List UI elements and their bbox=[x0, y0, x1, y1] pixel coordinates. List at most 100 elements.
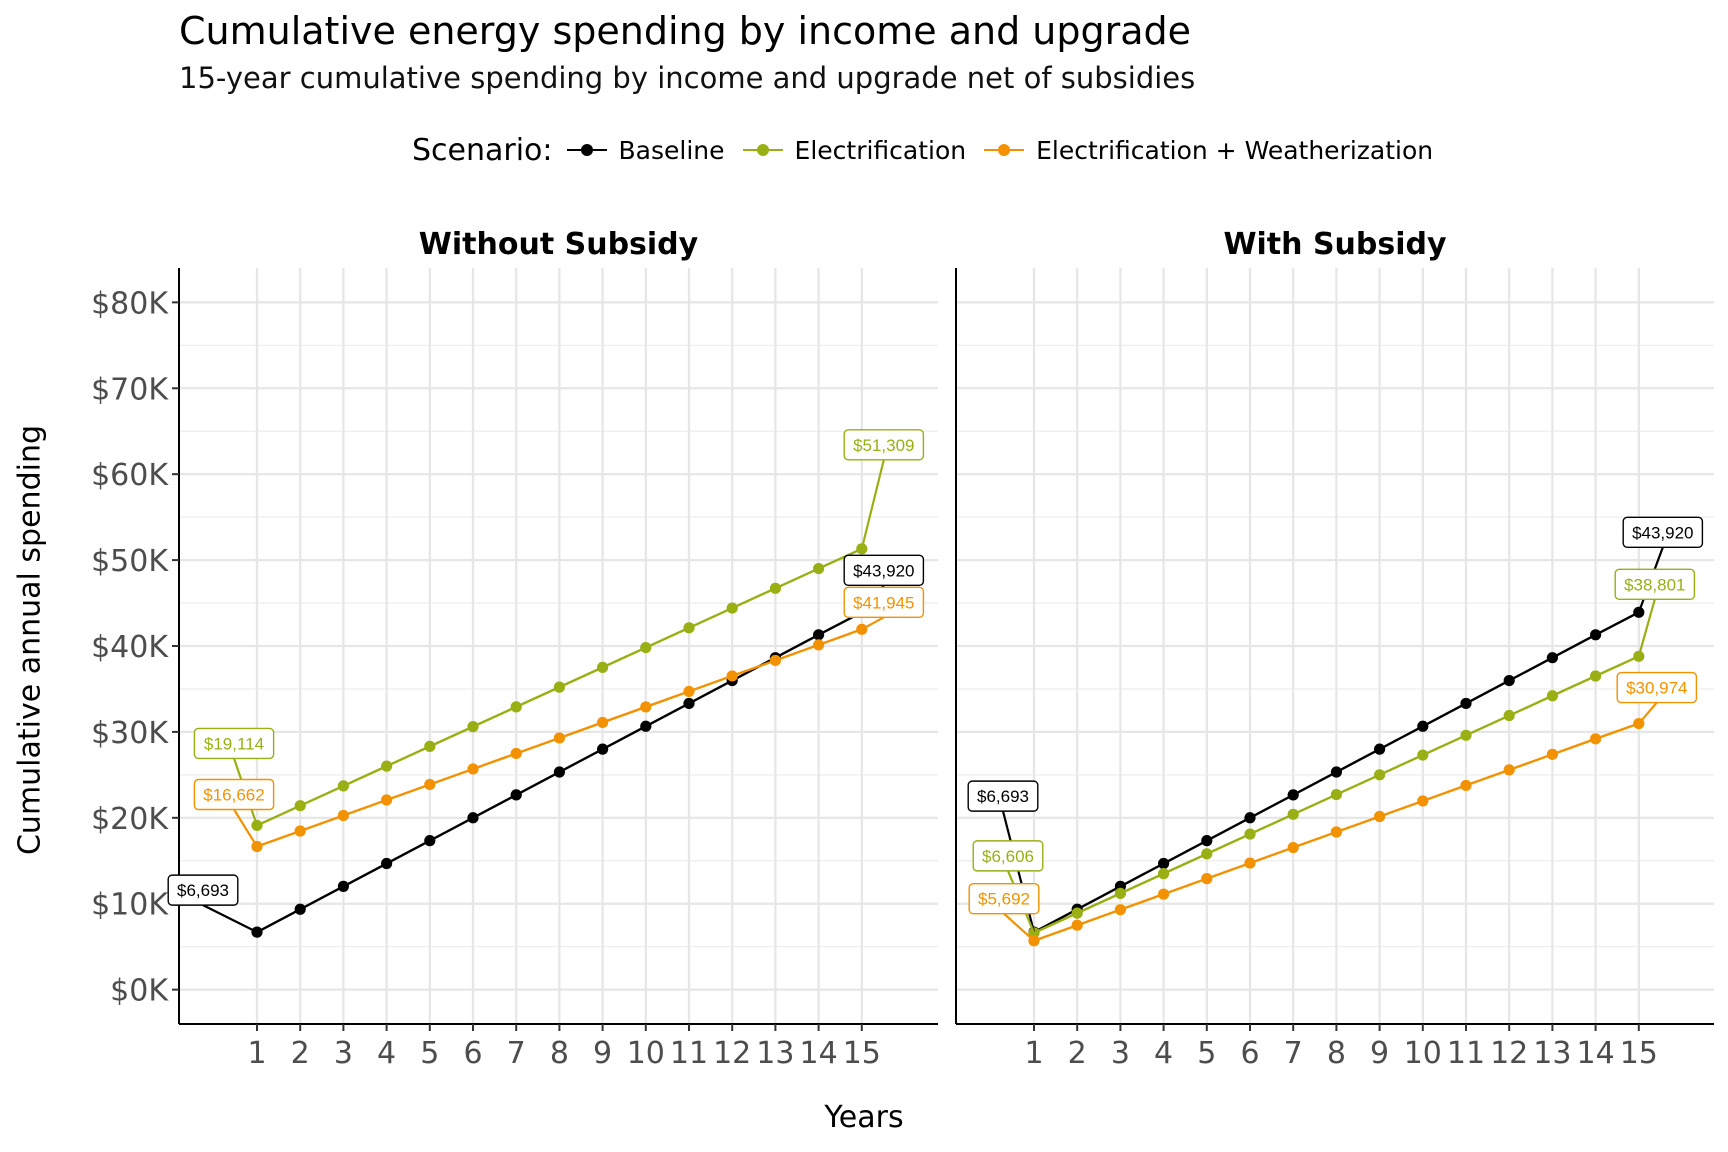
x-axis-label: Years bbox=[824, 1100, 904, 1135]
data-point bbox=[1633, 650, 1645, 662]
data-point bbox=[683, 622, 695, 634]
data-point bbox=[1503, 764, 1515, 776]
y-tick-label: $50K bbox=[91, 544, 169, 579]
x-tick-label: 2 bbox=[1068, 1036, 1087, 1071]
data-label: $51,309 bbox=[853, 436, 914, 455]
x-tick-label: 3 bbox=[334, 1036, 353, 1071]
data-point bbox=[337, 809, 349, 822]
data-point bbox=[1546, 748, 1558, 760]
data-label-box bbox=[1614, 568, 1696, 601]
data-point bbox=[1201, 873, 1213, 885]
data-point bbox=[553, 681, 566, 693]
legend-item-baseline: Baseline bbox=[565, 136, 725, 165]
data-label: $19,114 bbox=[204, 734, 264, 753]
data-label: $6,693 bbox=[977, 787, 1029, 806]
data-point bbox=[597, 716, 609, 729]
data-point bbox=[381, 760, 393, 772]
label-leader bbox=[1637, 599, 1656, 657]
x-tick-label: 10 bbox=[627, 1036, 665, 1071]
x-tick-label: 5 bbox=[1197, 1036, 1216, 1071]
data-point bbox=[856, 543, 868, 555]
x-tick-label: 12 bbox=[1490, 1036, 1528, 1071]
data-point bbox=[769, 582, 782, 594]
x-tick-label: 6 bbox=[463, 1036, 482, 1071]
x-tick-label: 2 bbox=[291, 1036, 310, 1071]
data-label: $30,974 bbox=[1626, 679, 1687, 698]
x-tick-label: 1 bbox=[1024, 1036, 1043, 1071]
data-point bbox=[1374, 810, 1386, 823]
data-point bbox=[1590, 733, 1602, 745]
data-point bbox=[1590, 629, 1602, 641]
data-point bbox=[1071, 919, 1083, 931]
x-tick-label: 11 bbox=[1447, 1036, 1485, 1071]
data-point bbox=[683, 685, 695, 698]
data-point bbox=[1417, 720, 1429, 732]
data-point bbox=[381, 857, 393, 870]
data-point bbox=[381, 794, 393, 806]
data-point bbox=[1546, 652, 1558, 664]
data-point bbox=[510, 789, 522, 801]
legend-key-electrification bbox=[741, 140, 785, 160]
chart-subtitle: 15-year cumulative spending by income an… bbox=[179, 61, 1196, 95]
data-point bbox=[597, 743, 609, 755]
data-label: $16,662 bbox=[203, 785, 264, 804]
y-tick-label: $40K bbox=[91, 630, 169, 665]
x-tick-label: 14 bbox=[800, 1036, 838, 1071]
data-point bbox=[1071, 907, 1083, 919]
x-tick-label: 12 bbox=[713, 1036, 751, 1071]
data-label-box bbox=[972, 840, 1044, 872]
y-tick-label: $0K bbox=[110, 974, 169, 1009]
x-tick-label: 9 bbox=[593, 1036, 612, 1071]
x-tick-label: 6 bbox=[1240, 1036, 1259, 1071]
data-point bbox=[467, 812, 479, 824]
data-point bbox=[1503, 709, 1515, 722]
data-label: $6,606 bbox=[982, 847, 1034, 866]
data-label-box bbox=[967, 780, 1039, 812]
data-label-box bbox=[1616, 671, 1698, 704]
x-tick-label: 10 bbox=[1404, 1036, 1442, 1071]
x-tick-label: 8 bbox=[1327, 1036, 1346, 1071]
data-point bbox=[640, 701, 652, 713]
data-point bbox=[467, 763, 479, 775]
data-point bbox=[467, 721, 479, 733]
legend-key-elec-weather bbox=[982, 140, 1026, 160]
data-point bbox=[294, 903, 306, 915]
data-point bbox=[1028, 927, 1040, 939]
data-point bbox=[1114, 887, 1126, 899]
panel-title: Without Subsidy bbox=[419, 227, 699, 262]
legend-label-elec-weather: Electrification + Weatherization bbox=[1036, 135, 1434, 165]
data-point bbox=[1460, 779, 1472, 792]
data-label: $38,801 bbox=[1624, 575, 1685, 594]
data-point bbox=[640, 641, 652, 654]
x-tick-label: 4 bbox=[377, 1036, 396, 1071]
data-point bbox=[424, 835, 436, 847]
data-label: $41,945 bbox=[853, 593, 914, 612]
label-leader bbox=[202, 904, 258, 934]
label-leader bbox=[861, 616, 885, 631]
data-label-box bbox=[843, 429, 925, 461]
data-label-box bbox=[843, 554, 925, 587]
label-leader bbox=[1637, 701, 1658, 725]
y-tick-label: $20K bbox=[91, 802, 169, 837]
data-label: $43,920 bbox=[853, 561, 914, 580]
legend-item-electrification: Electrification bbox=[741, 136, 966, 165]
data-point bbox=[1244, 812, 1256, 824]
panel-title: With Subsidy bbox=[1223, 227, 1447, 262]
y-tick-label: $10K bbox=[91, 888, 169, 923]
data-point bbox=[424, 740, 436, 752]
data-label-box bbox=[968, 883, 1040, 915]
data-point bbox=[1503, 674, 1515, 687]
x-tick-label: 1 bbox=[247, 1036, 266, 1071]
data-label-box bbox=[1622, 516, 1704, 549]
data-point bbox=[1158, 888, 1170, 900]
y-tick-label: $60K bbox=[91, 458, 169, 493]
data-point bbox=[1330, 788, 1342, 801]
legend-item-elec-weather: Electrification + Weatherization bbox=[982, 136, 1433, 165]
data-point bbox=[1287, 808, 1299, 820]
data-point bbox=[726, 670, 738, 682]
data-point bbox=[813, 629, 825, 641]
data-point bbox=[1374, 769, 1386, 781]
legend-key-baseline bbox=[565, 140, 609, 160]
label-leader bbox=[860, 459, 885, 550]
